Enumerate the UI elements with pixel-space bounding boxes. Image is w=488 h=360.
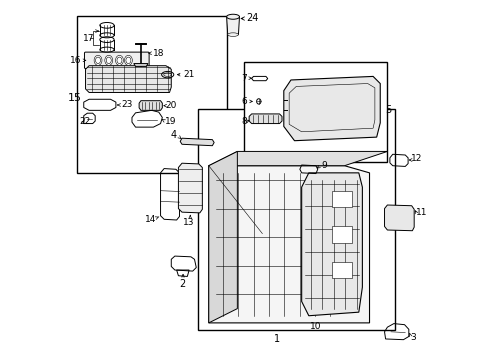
Text: 14: 14 [144,215,156,224]
Polygon shape [208,152,386,166]
Text: 9: 9 [320,161,326,170]
Polygon shape [178,163,202,213]
Text: 7: 7 [241,74,246,83]
Bar [331,191,351,207]
Text: 18: 18 [153,49,164,58]
Text: 17: 17 [83,34,94,43]
Text: 10: 10 [309,322,321,331]
Polygon shape [208,152,237,323]
Text: 11: 11 [415,208,427,217]
Text: 20: 20 [165,101,176,110]
Polygon shape [301,173,362,316]
Text: 23: 23 [121,100,132,109]
Text: 22: 22 [80,117,91,126]
Ellipse shape [115,55,123,65]
Text: 16: 16 [70,56,81,65]
Text: 5: 5 [385,105,391,115]
FancyBboxPatch shape [244,62,386,162]
Polygon shape [226,17,239,35]
Polygon shape [139,101,162,111]
Text: 3: 3 [410,333,415,342]
Ellipse shape [226,14,239,19]
Text: 1: 1 [273,334,279,344]
Ellipse shape [104,55,112,65]
Polygon shape [208,166,369,323]
Text: 13: 13 [183,218,195,227]
Text: 24: 24 [246,13,258,23]
Ellipse shape [124,55,132,65]
Ellipse shape [94,55,102,65]
Polygon shape [85,66,171,93]
Bar [331,262,351,278]
Text: 4: 4 [170,130,176,140]
FancyBboxPatch shape [77,16,226,173]
Polygon shape [180,138,214,146]
Ellipse shape [227,33,238,36]
Text: 8: 8 [241,117,246,126]
Bar [331,226,351,243]
Text: 15: 15 [67,93,81,103]
Text: 6: 6 [241,97,247,106]
FancyBboxPatch shape [84,52,149,68]
Polygon shape [134,64,148,66]
Text: 12: 12 [410,154,421,163]
Polygon shape [248,114,282,123]
FancyBboxPatch shape [198,109,394,330]
Text: 19: 19 [165,117,176,126]
Text: 2: 2 [179,279,185,289]
Polygon shape [283,76,380,141]
Polygon shape [384,205,413,231]
Text: 21: 21 [183,70,194,79]
